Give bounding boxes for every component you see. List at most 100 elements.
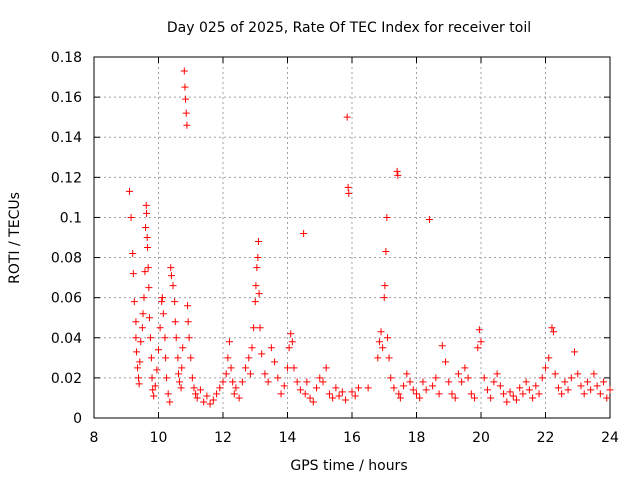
data-point [235, 394, 243, 402]
data-point [419, 378, 427, 386]
data-point [179, 344, 187, 352]
data-point [200, 398, 208, 406]
data-point [149, 386, 157, 394]
data-point [142, 201, 150, 209]
data-point [238, 378, 246, 386]
data-point [396, 394, 404, 402]
data-point [583, 378, 591, 386]
data-point [167, 264, 175, 272]
data-point [550, 328, 558, 336]
data-point [325, 390, 333, 398]
data-point [329, 394, 337, 402]
data-point [381, 282, 389, 290]
data-point [142, 223, 150, 231]
data-point [264, 378, 272, 386]
data-point [129, 270, 137, 278]
data-point [516, 384, 524, 392]
data-point [487, 394, 495, 402]
data-point [216, 384, 224, 392]
data-point [545, 354, 553, 362]
data-point [532, 382, 540, 390]
data-point [164, 390, 172, 398]
data-point [250, 324, 258, 332]
data-point [146, 334, 154, 342]
data-point [561, 378, 569, 386]
data-point [242, 364, 250, 372]
data-point [309, 398, 317, 406]
data-point [277, 390, 285, 398]
data-point [296, 386, 304, 394]
data-point [280, 382, 288, 390]
data-point [254, 238, 262, 246]
data-point [385, 354, 393, 362]
data-point [542, 364, 549, 372]
data-point [145, 284, 153, 292]
data-point [229, 378, 237, 386]
data-point [500, 390, 508, 398]
data-point [161, 334, 169, 342]
data-point [451, 394, 459, 402]
data-point [182, 109, 190, 117]
data-point [159, 310, 167, 318]
data-point [335, 392, 343, 400]
data-point [590, 370, 598, 378]
data-point [382, 248, 390, 256]
data-point [348, 388, 356, 396]
data-point [538, 374, 546, 382]
data-point [163, 374, 171, 382]
data-point [133, 348, 141, 356]
data-point [255, 290, 263, 298]
data-point [129, 250, 137, 258]
data-point [178, 364, 186, 372]
data-point [554, 384, 562, 392]
data-point [287, 330, 295, 338]
data-point [535, 390, 543, 398]
grid [94, 57, 610, 418]
data-point [551, 370, 559, 378]
data-point [185, 334, 193, 342]
data-point [172, 334, 180, 342]
data-point [301, 390, 309, 398]
y-tick-label: 0 [73, 411, 82, 427]
x-tick-label: 14 [279, 430, 297, 446]
data-point [248, 344, 256, 352]
data-point [227, 364, 235, 372]
data-point [196, 386, 204, 394]
data-point [222, 370, 230, 378]
data-point [377, 328, 385, 336]
data-point [438, 342, 446, 350]
data-point [177, 384, 185, 392]
data-point [285, 344, 293, 352]
data-point [519, 390, 527, 398]
data-point [174, 354, 182, 362]
data-point [548, 324, 556, 332]
data-point [134, 364, 142, 372]
data-point [458, 378, 466, 386]
data-point [224, 354, 232, 362]
data-point [150, 392, 158, 400]
x-tick-label: 18 [408, 430, 426, 446]
data-point [144, 264, 152, 272]
data-point [580, 390, 588, 398]
data-point [606, 386, 614, 394]
data-point [136, 358, 144, 366]
data-point [567, 374, 575, 382]
data-point [351, 392, 359, 400]
data-point [293, 378, 301, 386]
data-point [354, 384, 362, 392]
data-point [413, 390, 420, 398]
data-point [429, 382, 437, 390]
data-point [375, 338, 383, 346]
data-point [254, 254, 262, 262]
data-point [467, 390, 475, 398]
y-tick-label: 0.04 [51, 331, 82, 347]
data-point [387, 374, 395, 382]
data-point [477, 338, 485, 346]
data-point [184, 302, 192, 310]
data-point [274, 374, 282, 382]
data-point [245, 354, 253, 362]
chart-title: Day 025 of 2025, Rate Of TEC Index for r… [167, 20, 531, 36]
data-point [509, 392, 517, 400]
data-point [406, 378, 414, 386]
data-point [600, 378, 608, 386]
